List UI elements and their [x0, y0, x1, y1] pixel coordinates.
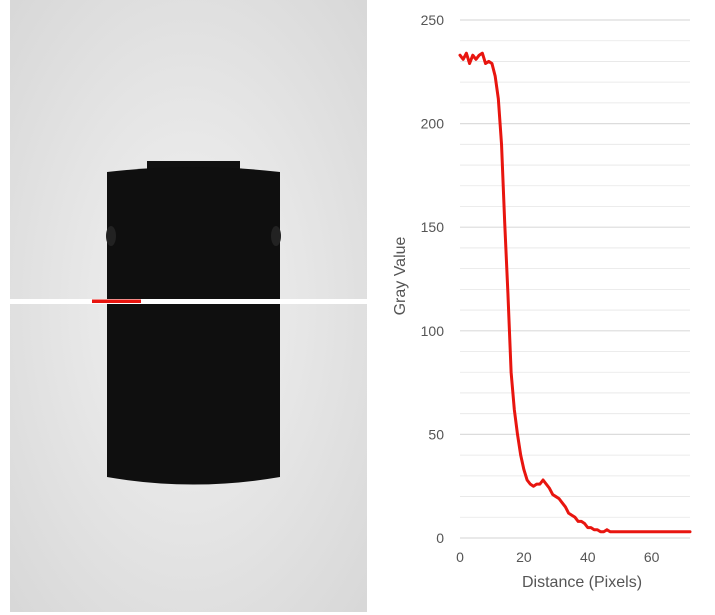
- scan-line: [10, 299, 367, 304]
- x-tick-label: 40: [580, 549, 596, 565]
- y-tick-label: 100: [421, 323, 445, 339]
- xray-image: [10, 0, 367, 612]
- y-axis-ticks: 0 50 100 150 200 250: [421, 12, 445, 546]
- gray-value-line: [458, 51, 692, 534]
- x-axis-label: Distance (Pixels): [522, 574, 642, 591]
- x-tick-label: 0: [456, 549, 464, 565]
- y-tick-label: 250: [421, 12, 445, 28]
- x-tick-label: 60: [644, 549, 660, 565]
- cylinder-body: [107, 167, 280, 485]
- y-tick-label: 50: [428, 426, 444, 442]
- x-tick-label: 20: [516, 549, 532, 565]
- cylinder-notch-right: [271, 226, 281, 246]
- cylinder-notch-left: [106, 226, 116, 246]
- chart-gridlines: [460, 19, 690, 539]
- x-axis-ticks: 0 20 40 60: [456, 549, 660, 565]
- y-axis-label: Gray Value: [392, 236, 409, 315]
- y-tick-label: 0: [436, 530, 444, 546]
- profile-chart: 0 50 100 150 200 250 0 20 40 60 Gray Value Dista…: [372, 0, 712, 612]
- y-tick-label: 150: [421, 219, 445, 235]
- y-tick-label: 200: [421, 116, 445, 132]
- profile-segment: [92, 299, 141, 303]
